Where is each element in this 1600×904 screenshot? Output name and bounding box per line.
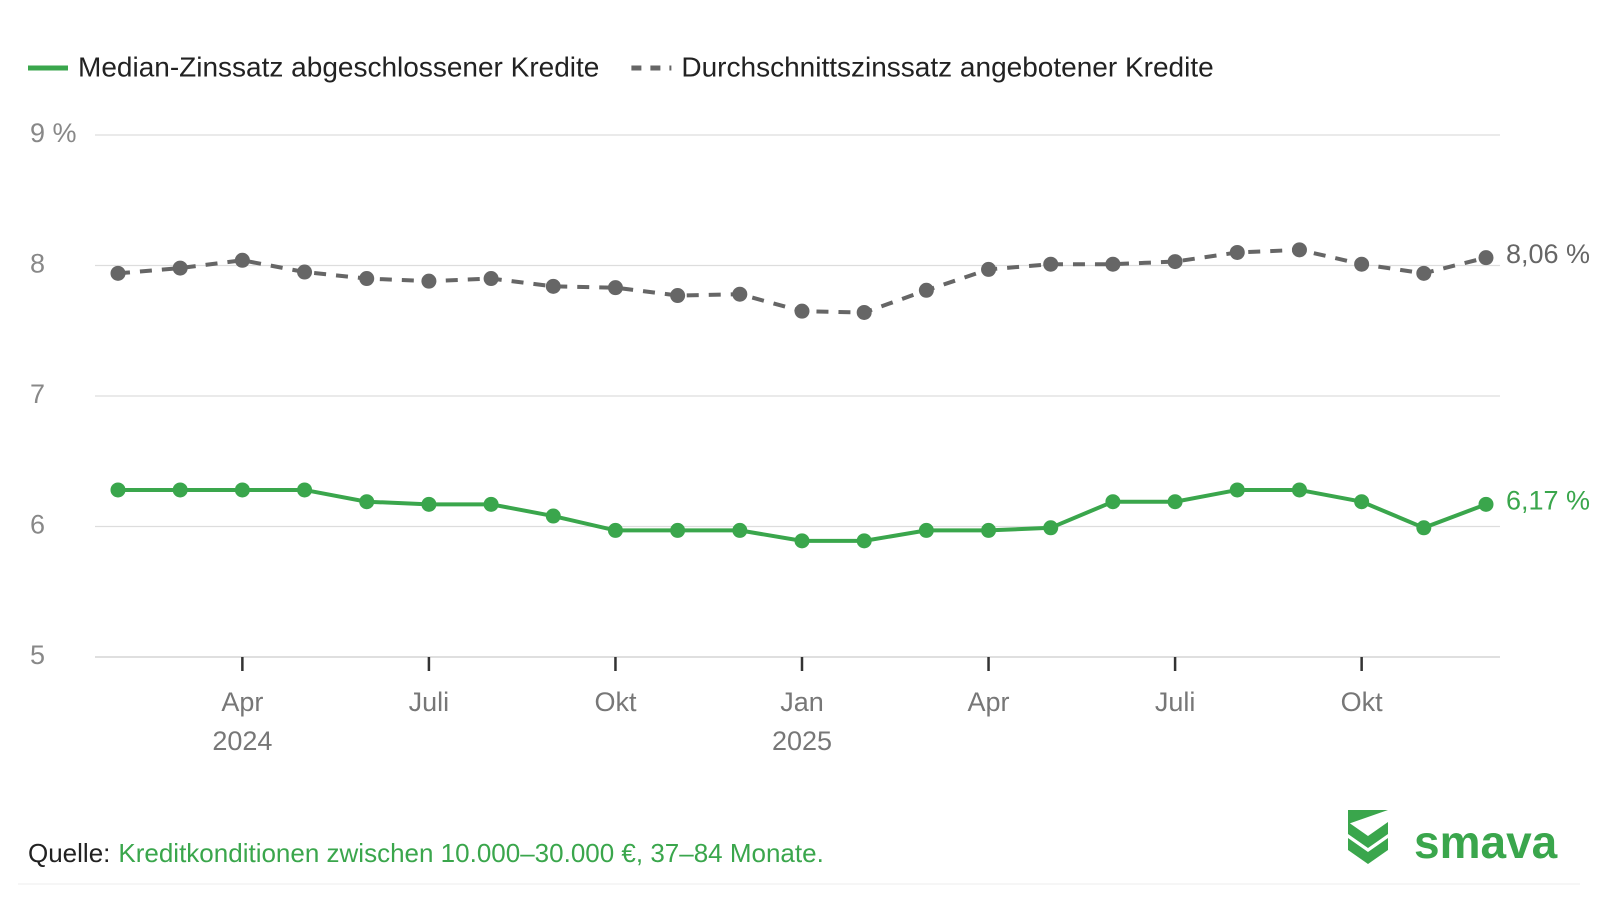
data-point [670, 522, 686, 538]
data-point [172, 482, 188, 498]
value-label: 6,17 % [1506, 485, 1590, 515]
data-point [1229, 244, 1245, 260]
data-point [1105, 256, 1121, 272]
y-tick-label: 6 [30, 510, 45, 540]
data-point [607, 280, 623, 296]
series-line [117, 247, 1487, 315]
data-point [1354, 494, 1370, 510]
data-point [856, 304, 872, 320]
data-point [794, 303, 810, 319]
data-point [1416, 265, 1432, 281]
data-point [1229, 482, 1245, 498]
data-point [1043, 256, 1059, 272]
value-label: 8,06 % [1506, 239, 1590, 269]
x-tick-label: Juli [409, 687, 450, 717]
data-point [1105, 494, 1121, 510]
data-point [981, 261, 997, 277]
data-point [483, 271, 499, 287]
legend-label: Median-Zinssatz abgeschlossener Kredite [78, 51, 599, 82]
x-tick-label: Juli [1155, 687, 1196, 717]
data-point [234, 482, 250, 498]
data-point [607, 522, 623, 538]
data-point [918, 522, 934, 538]
data-point [856, 533, 872, 549]
data-point [234, 252, 250, 268]
x-year-label: 2025 [772, 726, 832, 756]
data-point [1416, 520, 1432, 536]
data-point [1291, 242, 1307, 258]
data-point [732, 522, 748, 538]
data-point [981, 522, 997, 538]
x-tick-label: Jan [780, 687, 824, 717]
data-point [794, 533, 810, 549]
data-point [110, 265, 126, 281]
data-point [732, 286, 748, 302]
data-point [359, 271, 375, 287]
x-tick-label: Apr [221, 687, 263, 717]
legend-label: Durchschnittszinssatz angebotener Kredit… [681, 51, 1213, 82]
x-tick-label: Okt [594, 687, 637, 717]
series-line [118, 487, 1487, 543]
data-point [297, 264, 313, 280]
data-point [297, 482, 313, 498]
data-point [421, 273, 437, 289]
data-point [483, 496, 499, 512]
y-tick-label: 9 % [30, 118, 77, 148]
data-point [359, 494, 375, 510]
data-point [1167, 494, 1183, 510]
logo-text: smava [1414, 816, 1558, 868]
y-tick-label: 8 [30, 249, 45, 279]
data-point [110, 482, 126, 498]
logo: smava [1348, 810, 1558, 868]
y-tick-label: 7 [30, 379, 45, 409]
data-point [1478, 496, 1494, 512]
y-tick-label: 5 [30, 640, 45, 670]
x-tick-label: Okt [1341, 687, 1384, 717]
source-label: Quelle: [28, 838, 110, 868]
data-point [1478, 250, 1494, 266]
data-point [670, 288, 686, 304]
logo-icon [1348, 810, 1388, 864]
data-point [1043, 520, 1059, 536]
data-point [172, 260, 188, 276]
data-point [545, 278, 561, 294]
data-point [918, 282, 934, 298]
data-point [545, 508, 561, 524]
x-tick-label: Apr [968, 687, 1010, 717]
source-text: Kreditkonditionen zwischen 10.000–30.000… [118, 838, 823, 868]
data-point [421, 496, 437, 512]
data-point [1167, 254, 1183, 270]
x-year-label: 2024 [212, 726, 272, 756]
data-point [1354, 256, 1370, 272]
data-point [1291, 482, 1307, 498]
